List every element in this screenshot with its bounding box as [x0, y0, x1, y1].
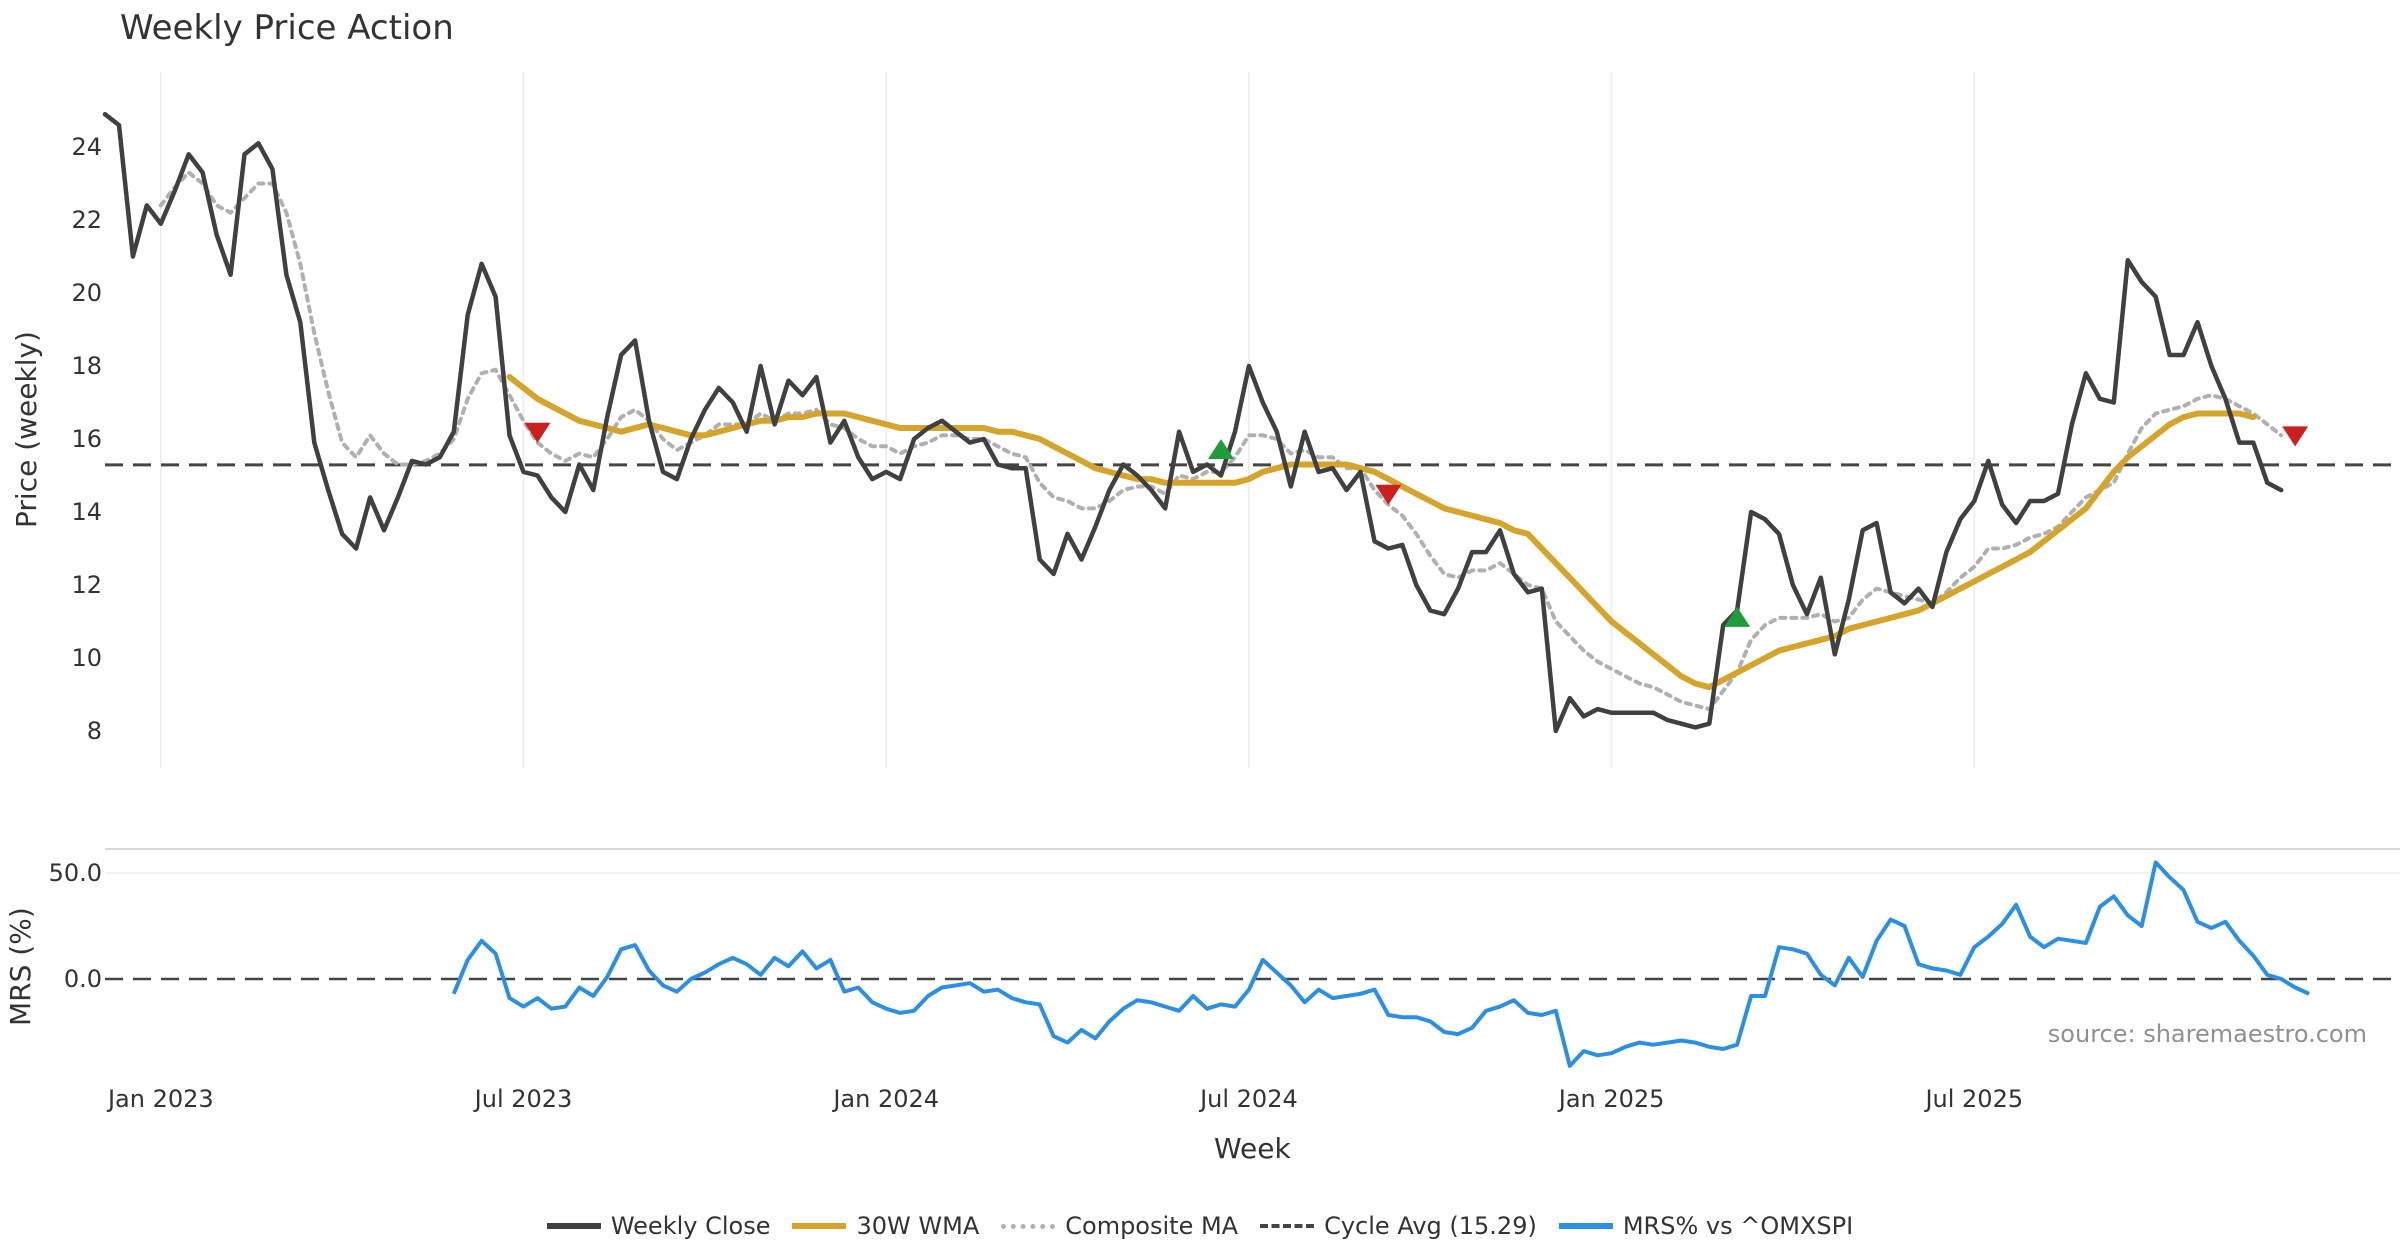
x-tick-label: Jul 2025: [1923, 1085, 2023, 1113]
mrs-y-tick-label: 50.0: [49, 859, 102, 887]
legend-swatch: [1001, 1223, 1056, 1229]
legend-label: MRS% vs ^OMXSPI: [1622, 1212, 1854, 1240]
sell-signal-marker: [1375, 484, 1402, 505]
price-y-tick-label: 10: [71, 644, 102, 672]
wma-30w-line: [506, 374, 2257, 691]
sell-signal-marker: [524, 422, 551, 443]
buy-signal-marker: [1724, 606, 1751, 627]
mrs-panel-grid: [105, 848, 2400, 874]
x-tick-label: Jul 2023: [473, 1085, 573, 1113]
legend-swatch: [792, 1223, 847, 1229]
price-panel-series: [102, 111, 2400, 734]
price-y-tick-label: 22: [71, 206, 102, 234]
legend-item: 30W WMA: [792, 1212, 979, 1240]
source-note: source: sharemaestro.com: [2047, 1020, 2367, 1048]
legend-swatch: [1260, 1224, 1315, 1228]
price-y-tick-label: 8: [87, 717, 102, 745]
legend-item: Weekly Close: [546, 1212, 771, 1240]
legend-item: Cycle Avg (15.29): [1260, 1212, 1537, 1240]
weekly-close-line: [102, 111, 2284, 734]
x-tick-label: Jan 2023: [106, 1085, 214, 1113]
mrs-y-tick-label: 0.0: [64, 965, 102, 993]
legend-item: Composite MA: [1001, 1212, 1238, 1240]
legend-label: Composite MA: [1065, 1212, 1239, 1240]
sell-signal-marker: [2282, 426, 2309, 447]
axis-ticks: Jan 2023 Jul 2023 Jan 2024 Jul 2024 Jan 2025…: [49, 133, 2024, 1113]
price-y-tick-label: 18: [71, 352, 102, 380]
x-tick-label: Jan 2024: [831, 1085, 939, 1113]
price-y-tick-label: 24: [71, 133, 102, 161]
x-tick-label: Jan 2025: [1557, 1085, 1665, 1113]
price-y-tick-label: 14: [71, 498, 102, 526]
price-panel-grid: [160, 72, 1976, 768]
legend-label: 30W WMA: [856, 1212, 980, 1240]
mrs-panel-series: [105, 860, 2400, 1068]
chart-legend: Weekly Close 30W WMA Composite MA Cycle Avg…: [0, 1212, 2400, 1240]
x-axis-label: Week: [1214, 1132, 1291, 1165]
price-y-tick-label: 12: [71, 571, 102, 599]
legend-label: Weekly Close: [610, 1212, 771, 1240]
price-y-tick-label: 16: [71, 425, 102, 453]
legend-label: Cycle Avg (15.29): [1324, 1212, 1537, 1240]
signal-markers: [524, 422, 2309, 627]
buy-signal-marker: [1208, 438, 1234, 459]
legend-item: MRS% vs ^OMXSPI: [1558, 1212, 1854, 1240]
price-y-tick-label: 20: [71, 279, 102, 307]
chart-title: Weekly Price Action: [120, 8, 454, 48]
legend-swatch: [1558, 1223, 1613, 1229]
legend-swatch: [546, 1223, 601, 1229]
x-tick-label: Jul 2024: [1198, 1085, 1298, 1113]
mrs-line: [451, 860, 2310, 1068]
